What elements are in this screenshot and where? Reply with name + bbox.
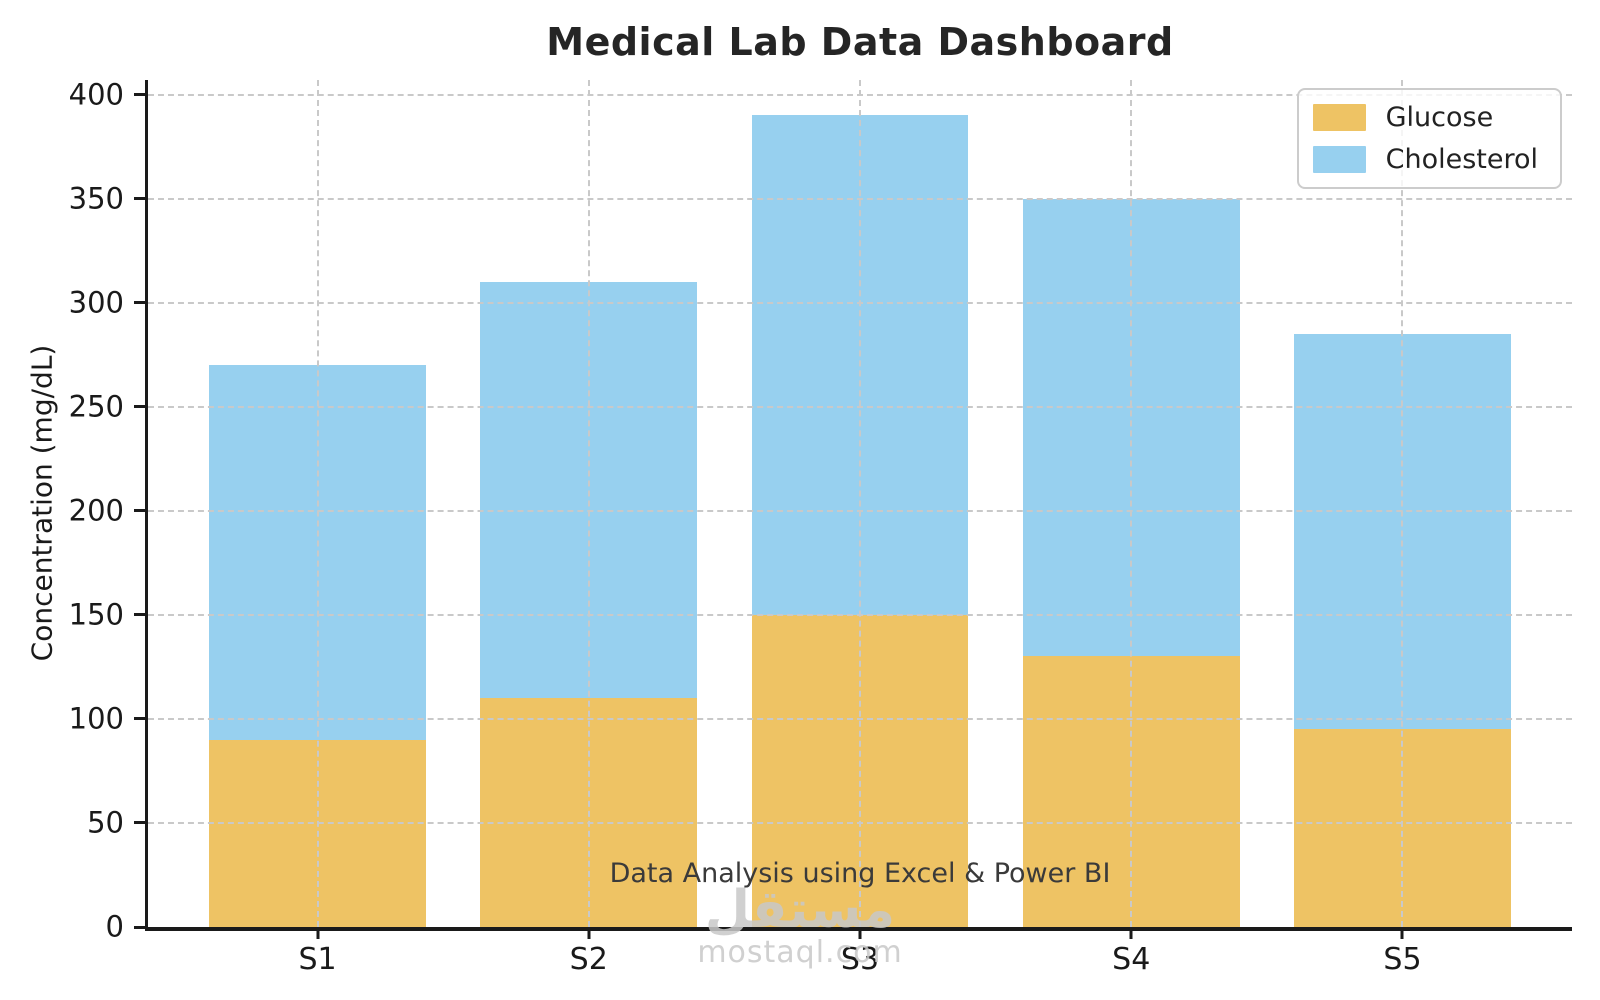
y-tick-mark-150 [134, 613, 145, 617]
x-axis-spine [145, 927, 1572, 931]
y-tick-mark-400 [134, 93, 145, 97]
y-tick-label-50: 50 [87, 805, 124, 840]
v-gridline-S1 [316, 80, 319, 927]
y-tick-label-0: 0 [105, 909, 124, 944]
legend-item-glucose: Glucose [1312, 102, 1538, 133]
y-tick-mark-300 [134, 301, 145, 305]
v-gridline-S4 [1130, 80, 1133, 927]
x-tick-mark-S3 [858, 931, 862, 939]
x-tick-label-S3: S3 [840, 942, 880, 977]
x-tick-mark-S1 [316, 931, 320, 939]
annotation-text: Data Analysis using Excel & Power BI [609, 858, 1111, 889]
x-tick-mark-S5 [1400, 931, 1404, 939]
x-tick-label-S4: S4 [1112, 942, 1151, 977]
y-tick-label-300: 300 [68, 285, 124, 320]
legend-label: Glucose [1385, 102, 1494, 133]
y-tick-mark-0 [134, 925, 145, 929]
y-tick-label-250: 250 [68, 389, 124, 424]
y-tick-label-350: 350 [68, 181, 124, 216]
y-tick-label-400: 400 [68, 77, 124, 112]
y-tick-label-150: 150 [68, 597, 124, 632]
x-tick-label-S1: S1 [298, 942, 337, 977]
y-tick-mark-50 [134, 821, 145, 825]
x-tick-label-S2: S2 [569, 942, 608, 977]
legend-label: Cholesterol [1385, 143, 1538, 175]
cholesterol-swatch-icon [1312, 146, 1366, 174]
legend: Glucose Cholesterol [1296, 88, 1562, 190]
glucose-swatch-icon [1312, 104, 1366, 132]
x-tick-mark-S4 [1129, 931, 1133, 939]
x-tick-mark-S2 [587, 931, 591, 939]
y-tick-mark-200 [134, 509, 145, 513]
y-tick-mark-350 [134, 197, 145, 201]
chart-title: Medical Lab Data Dashboard [546, 20, 1174, 64]
v-gridline-S5 [1401, 80, 1404, 927]
y-tick-mark-100 [134, 717, 145, 721]
legend-item-cholesterol: Cholesterol [1312, 143, 1538, 175]
y-axis-label: Concentration (mg/dL) [25, 344, 59, 662]
plot-area: 0 50 100 150 200 250 300 350 400 S1 S2 S3 S4 S5 Gluco… [69, 80, 1572, 975]
y-tick-mark-250 [134, 405, 145, 409]
v-gridline-S2 [587, 80, 590, 927]
x-tick-label-S5: S5 [1383, 942, 1422, 977]
v-gridline-S3 [859, 80, 861, 927]
y-axis-spine [145, 80, 148, 931]
y-tick-label-100: 100 [68, 701, 124, 736]
y-tick-label-200: 200 [68, 493, 124, 528]
